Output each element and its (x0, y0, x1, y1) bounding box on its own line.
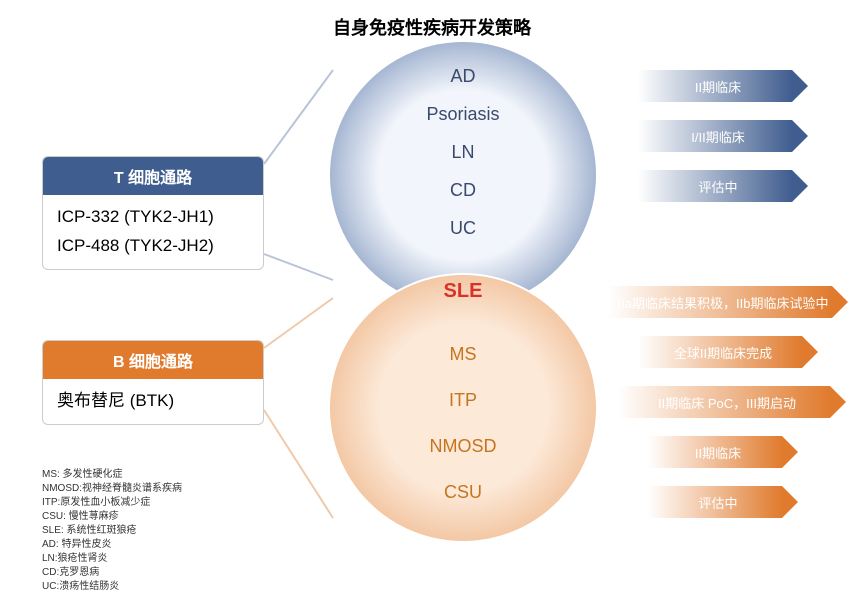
disease-psoriasis: Psoriasis (413, 104, 513, 125)
pathway-item: 奥布替尼 (BTK) (57, 387, 249, 416)
arrow-head-icon (792, 170, 808, 202)
status-arrow-label: II期临床 (638, 70, 792, 102)
arrow-head-icon (830, 386, 846, 418)
pathway-item: ICP-488 (TYK2-JH2) (57, 232, 249, 261)
arrow-head-icon (792, 70, 808, 102)
disease-uc: UC (413, 218, 513, 239)
legend-line: CD:克罗恩病 (42, 566, 182, 580)
pathway-b-cell-header: B 细胞通路 (43, 341, 263, 379)
legend-line: AD: 特异性皮炎 (42, 538, 182, 552)
legend: MS: 多发性硬化症NMOSD:视神经脊髓炎谱系疾病ITP:原发性血小板减少症C… (42, 468, 182, 594)
disease-nmosd: NMOSD (413, 436, 513, 457)
pathway-b-cell-box: B 细胞通路 奥布替尼 (BTK) (42, 340, 264, 425)
pathway-item: ICP-332 (TYK2-JH1) (57, 203, 249, 232)
pathway-t-cell-header: T 细胞通路 (43, 157, 263, 195)
legend-line: LN:狼疮性肾炎 (42, 552, 182, 566)
legend-line: SLE: 系统性红斑狼疮 (42, 524, 182, 538)
disease-csu: CSU (413, 482, 513, 503)
disease-cd: CD (413, 180, 513, 201)
arrow-head-icon (792, 120, 808, 152)
status-arrow-label: II期临床 (648, 436, 782, 468)
disease-ln: LN (413, 142, 513, 163)
connector-top (262, 68, 335, 282)
status-arrow-label: II期临床 PoC，III期启动 (618, 386, 830, 418)
status-arrow-label: 评估中 (638, 170, 792, 202)
status-arrow: IIa期临床结果积极，IIb期临床试验中 (608, 286, 848, 318)
status-arrow-label: I/II期临床 (638, 120, 792, 152)
arrow-head-icon (832, 286, 848, 318)
status-arrow: I/II期临床 (638, 120, 808, 152)
arrow-head-icon (782, 436, 798, 468)
legend-line: NMOSD:视神经脊髓炎谱系疾病 (42, 482, 182, 496)
legend-line: ITP:原发性血小板减少症 (42, 496, 182, 510)
status-arrow: 全球II期临床完成 (638, 336, 818, 368)
status-arrow: II期临床 PoC，III期启动 (618, 386, 846, 418)
status-arrow-label: IIa期临床结果积极，IIb期临床试验中 (608, 286, 832, 318)
status-arrow: 评估中 (638, 170, 808, 202)
status-arrow-label: 全球II期临床完成 (638, 336, 802, 368)
legend-line: UC:溃疡性结肠炎 (42, 580, 182, 594)
pathway-b-cell-body: 奥布替尼 (BTK) (43, 379, 263, 424)
diagram-title: 自身免疫性疾病开发策略 (0, 14, 864, 40)
disease-ms: MS (413, 344, 513, 365)
disease-ad: AD (413, 66, 513, 87)
status-arrow-label: 评估中 (648, 486, 782, 518)
pathway-t-cell-body: ICP-332 (TYK2-JH1)ICP-488 (TYK2-JH2) (43, 195, 263, 269)
legend-line: MS: 多发性硬化症 (42, 468, 182, 482)
status-arrow: II期临床 (638, 70, 808, 102)
arrow-head-icon (802, 336, 818, 368)
pathway-t-cell-box: T 细胞通路 ICP-332 (TYK2-JH1)ICP-488 (TYK2-J… (42, 156, 264, 270)
legend-line: CSU: 慢性荨麻疹 (42, 510, 182, 524)
status-arrow: 评估中 (648, 486, 798, 518)
status-arrow: II期临床 (648, 436, 798, 468)
connector-bottom (262, 296, 335, 520)
disease-sle: SLE (413, 280, 513, 303)
arrow-head-icon (782, 486, 798, 518)
disease-itp: ITP (413, 390, 513, 411)
